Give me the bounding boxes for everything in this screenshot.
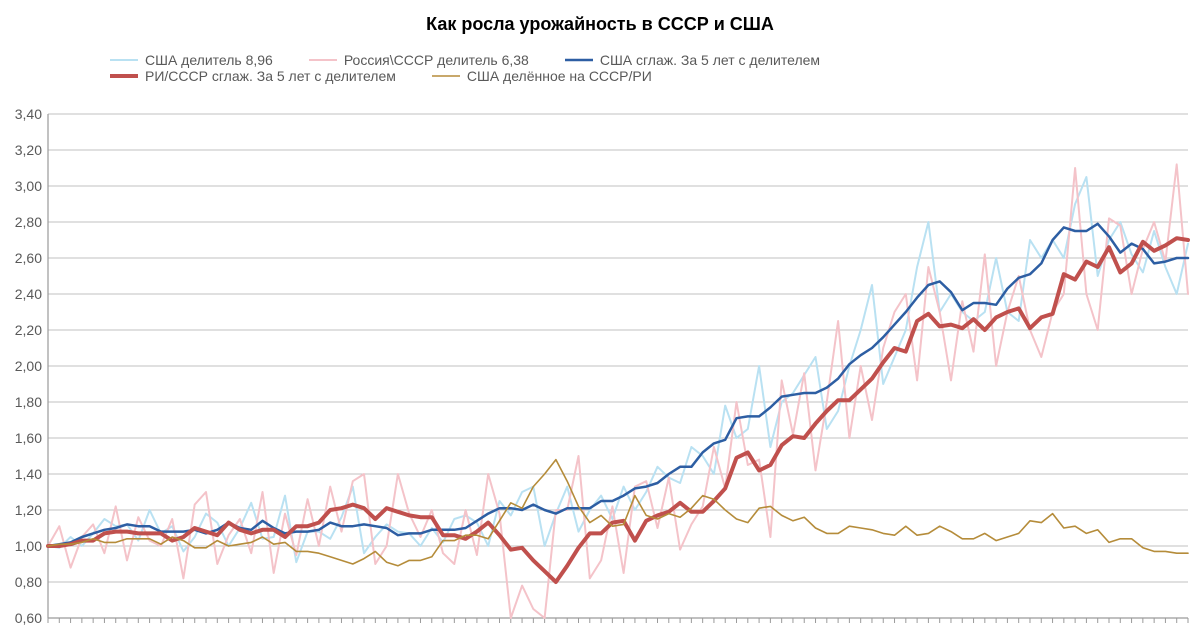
legend-label: Россия\СССР делитель 6,38: [344, 52, 529, 68]
y-tick-label: 1,80: [4, 394, 42, 410]
plot-area: 0,600,801,001,201,401,601,802,002,202,40…: [48, 114, 1188, 618]
legend-item: США делитель 8,96: [110, 52, 273, 68]
chart-title: Как росла урожайность в СССР и США: [0, 14, 1200, 35]
y-tick-label: 3,40: [4, 106, 42, 122]
legend-label: США сглаж. За 5 лет с делителем: [600, 52, 820, 68]
legend-item: РИ/СССР сглаж. За 5 лет с делителем: [110, 68, 396, 84]
legend-label: США делённое на СССР/РИ: [467, 68, 652, 84]
y-tick-label: 1,00: [4, 538, 42, 554]
series-usa-raw: [48, 177, 1188, 562]
legend-item: США делённое на СССР/РИ: [432, 68, 652, 84]
y-tick-label: 2,80: [4, 214, 42, 230]
legend: США делитель 8,96 Россия\СССР делитель 6,…: [110, 52, 1180, 104]
y-tick-label: 1,60: [4, 430, 42, 446]
legend-label: США делитель 8,96: [145, 52, 273, 68]
series-usa-div-ussr: [48, 460, 1188, 566]
y-tick-label: 2,20: [4, 322, 42, 338]
series-ri-ussr-smooth: [48, 238, 1188, 582]
legend-item: Россия\СССР делитель 6,38: [309, 52, 529, 68]
y-tick-label: 0,80: [4, 574, 42, 590]
y-tick-label: 3,00: [4, 178, 42, 194]
y-tick-label: 3,20: [4, 142, 42, 158]
series-usa-smooth: [48, 224, 1188, 546]
y-tick-label: 2,00: [4, 358, 42, 374]
y-tick-label: 0,60: [4, 610, 42, 626]
legend-label: РИ/СССР сглаж. За 5 лет с делителем: [145, 68, 396, 84]
y-tick-label: 2,60: [4, 250, 42, 266]
series-russia-raw: [48, 164, 1188, 618]
y-tick-label: 2,40: [4, 286, 42, 302]
legend-item: США сглаж. За 5 лет с делителем: [565, 52, 820, 68]
y-tick-label: 1,40: [4, 466, 42, 482]
y-tick-label: 1,20: [4, 502, 42, 518]
